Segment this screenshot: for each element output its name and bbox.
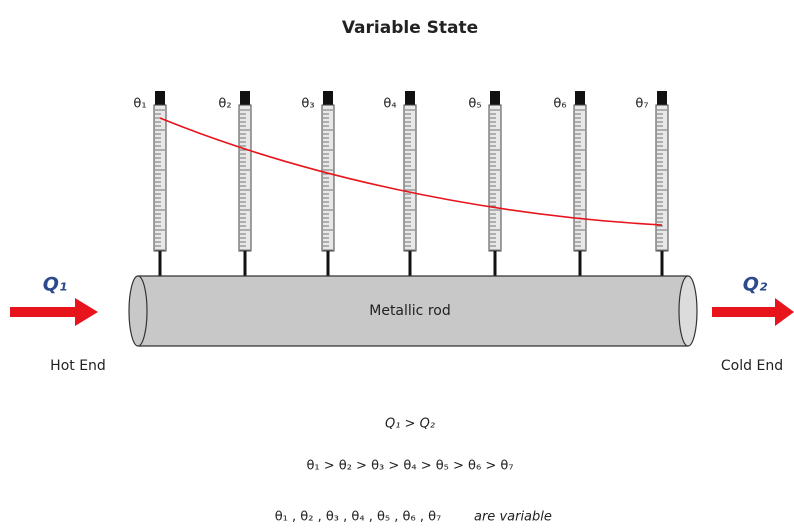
variables-note: are variable <box>474 510 552 525</box>
hot-end-label: Hot End <box>50 358 106 374</box>
thermometer: θ₃ <box>301 91 335 276</box>
rod-label: Metallic rod <box>369 303 450 319</box>
thermometer-cap <box>490 91 500 105</box>
thermometer-label: θ₁ <box>133 97 146 112</box>
thermometer-cap <box>240 91 250 105</box>
cold-end-label: Cold End <box>721 358 783 374</box>
thermometer-cap <box>405 91 415 105</box>
thermometer-cap <box>155 91 165 105</box>
heat-out-label: Q₂ <box>743 274 768 296</box>
thermometer-label: θ₄ <box>383 97 396 112</box>
variables-list: θ₁ , θ₂ , θ₃ , θ₄ , θ₅ , θ₆ , θ₇ <box>275 510 442 525</box>
rod: Metallic rod <box>128 275 698 347</box>
temperature-relation: θ₁ > θ₂ > θ₃ > θ₄ > θ₅ > θ₆ > θ₇ <box>306 459 513 474</box>
thermometer: θ₂ <box>218 91 252 276</box>
thermometer-cap <box>323 91 333 105</box>
thermometer-label: θ₇ <box>635 97 648 112</box>
thermometer: θ₅ <box>468 91 502 276</box>
title: Variable State <box>342 18 478 38</box>
thermometer: θ₇ <box>635 91 669 276</box>
rod-body <box>138 276 688 346</box>
thermometers: θ₁ θ₂ θ₃ θ₄ θ₅ θ₆ θ₇ <box>133 91 669 276</box>
thermometer-label: θ₃ <box>301 97 314 112</box>
rod-end <box>128 275 148 347</box>
heat-out-arrow <box>712 298 794 326</box>
thermometer: θ₁ <box>133 91 167 276</box>
heat-in-label: Q₁ <box>43 274 67 296</box>
thermometer-cap <box>575 91 585 105</box>
thermometer-label: θ₂ <box>218 97 231 112</box>
heat-relation: Q₁ > Q₂ <box>385 417 435 432</box>
thermometer: θ₆ <box>553 91 587 276</box>
heat-in-arrow <box>10 298 98 326</box>
thermometer: θ₄ <box>383 91 417 276</box>
thermometer-label: θ₆ <box>553 97 566 112</box>
rod-end <box>678 275 698 347</box>
thermometer-cap <box>657 91 667 105</box>
thermometer-label: θ₅ <box>468 97 481 112</box>
temperature-curve <box>159 117 663 226</box>
